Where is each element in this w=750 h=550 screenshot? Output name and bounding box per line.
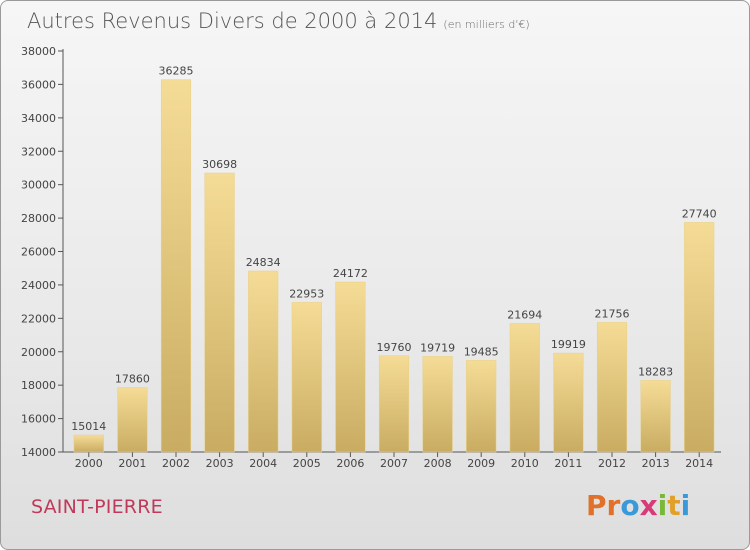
x-tick-label: 2005 [293, 457, 321, 470]
proxiti-logo: Proxiti [586, 489, 690, 522]
x-tick-label: 2000 [75, 457, 103, 470]
y-tick-label: 24000 [21, 279, 56, 292]
data-label: 24834 [246, 256, 281, 269]
data-label: 19919 [551, 338, 586, 351]
data-label: 24172 [333, 267, 368, 280]
chart-subtitle: (en milliers d'€) [443, 18, 530, 31]
data-label: 36285 [159, 65, 194, 78]
bar [248, 270, 279, 453]
bar [422, 356, 453, 453]
x-tick-label: 2002 [162, 457, 190, 470]
y-tick-label: 16000 [21, 413, 56, 426]
x-tick-label: 2013 [642, 457, 670, 470]
x-tick-label: 2012 [598, 457, 626, 470]
bar [73, 434, 104, 453]
y-tick-label: 36000 [21, 78, 56, 91]
location-label: SAINT-PIERRE [31, 496, 163, 518]
x-tick-label: 2004 [249, 457, 277, 470]
bar [509, 323, 540, 453]
bar [160, 79, 192, 453]
axes: 14000 16000 18000 20000 22000 24000 26000 28000… [21, 45, 721, 470]
x-tick-label: 2011 [554, 457, 582, 470]
logo-letter: t [667, 489, 681, 522]
x-tick-label: 2006 [336, 457, 364, 470]
y-tick-label: 18000 [21, 379, 56, 392]
y-tick-label: 26000 [21, 246, 56, 259]
data-label: 22953 [289, 287, 324, 300]
bar [466, 360, 497, 453]
x-tick-label: 2007 [380, 457, 408, 470]
logo-letter: x [639, 489, 658, 522]
bar [291, 302, 322, 453]
data-label: 18283 [638, 365, 673, 378]
bar [117, 387, 148, 453]
y-tick-label: 30000 [21, 179, 56, 192]
bar [335, 281, 366, 453]
bars [73, 79, 715, 453]
x-tick-label: 2001 [118, 457, 146, 470]
x-tick-label: 2003 [206, 457, 234, 470]
data-label: 19719 [420, 341, 455, 354]
data-label: 27740 [682, 207, 717, 220]
chart-title-text: Autres Revenus Divers de 2000 à 2014 [27, 9, 438, 33]
data-label: 21694 [507, 308, 542, 321]
bar [640, 380, 671, 453]
chart-title: Autres Revenus Divers de 2000 à 2014 (en … [27, 9, 530, 33]
y-tick-label: 28000 [21, 212, 56, 225]
bar [596, 322, 628, 453]
logo-letter: P [586, 489, 607, 522]
y-tick-label: 32000 [21, 145, 56, 158]
bar [684, 222, 715, 453]
x-tick-label: 2009 [467, 457, 495, 470]
data-label: 30698 [202, 158, 237, 171]
y-tick-label: 34000 [21, 112, 56, 125]
y-tick-label: 20000 [21, 346, 56, 359]
data-label: 19760 [377, 341, 412, 354]
bar [553, 352, 584, 453]
logo-letter: o [620, 489, 640, 522]
x-tick-label: 2014 [685, 457, 713, 470]
logo-letter: r [606, 489, 621, 522]
x-tick-label: 2008 [424, 457, 452, 470]
bar [204, 172, 235, 453]
logo-letter: i [657, 489, 668, 522]
data-label: 21756 [595, 307, 630, 320]
value-labels: 15014 17860 36285 30698 24834 22953 24172 19760… [71, 65, 716, 433]
x-tick-label: 2010 [511, 457, 539, 470]
logo-letter: i [680, 489, 691, 522]
y-tick-label: 14000 [21, 446, 56, 459]
data-label: 15014 [71, 420, 106, 433]
y-tick-label: 22000 [21, 312, 56, 325]
y-tick-label: 38000 [21, 45, 56, 58]
bar [378, 355, 410, 453]
data-label: 17860 [115, 373, 150, 386]
data-label: 19485 [464, 345, 499, 358]
